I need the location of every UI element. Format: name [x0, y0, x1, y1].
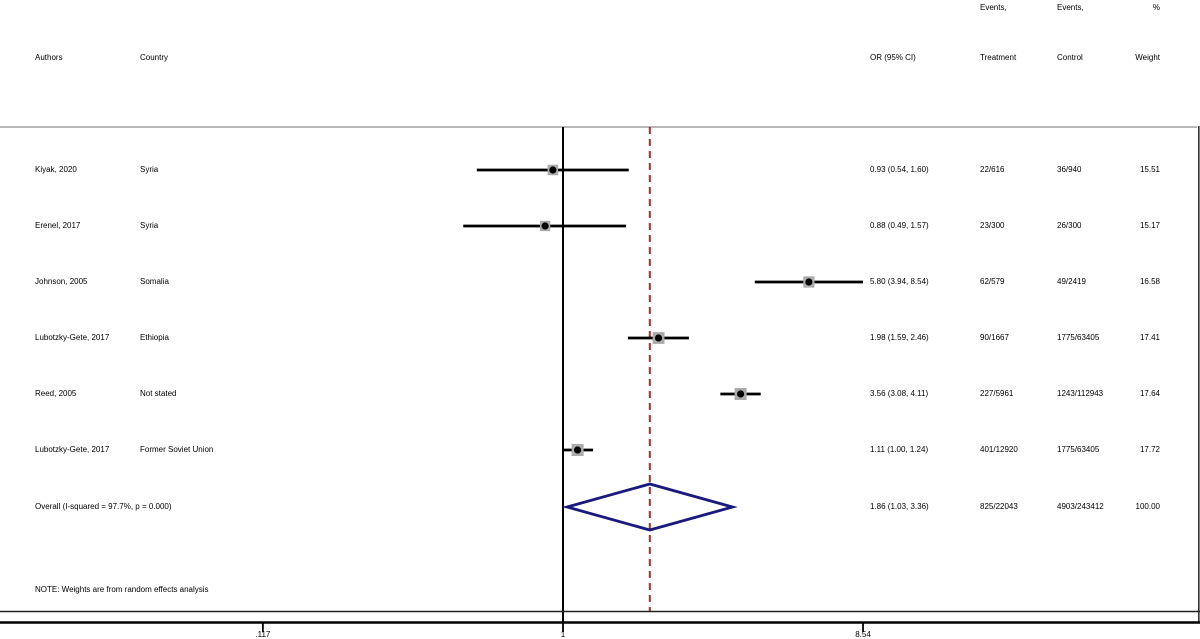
overall-events-control: 4903/243412 — [1057, 502, 1104, 511]
study-or-ci-value: 1.11 (1.00, 1.24) — [870, 445, 929, 454]
study-country-label: Former Soviet Union — [140, 445, 214, 454]
study-weight-value: 17.64 — [1139, 389, 1160, 398]
point-estimate-marker — [805, 278, 813, 286]
study-or-ci-value: 5.80 (3.94, 8.54) — [870, 277, 929, 286]
study-country-label: Syria — [140, 165, 159, 174]
header-treatment: Treatment — [980, 53, 1017, 62]
header-events-treatment-top: Events, — [980, 3, 1007, 12]
study-author-label: Reed, 2005 — [35, 389, 77, 398]
header-country: Country — [140, 53, 169, 62]
study-author-label: Kiyak, 2020 — [35, 165, 77, 174]
study-events-control-value: 49/2419 — [1057, 277, 1086, 286]
study-events-treatment-value: 401/12920 — [980, 445, 1018, 454]
point-estimate-marker — [654, 334, 663, 342]
header-percent: % — [1152, 3, 1160, 12]
study-weight-value: 17.72 — [1139, 445, 1160, 454]
study-author-label: Lubotzky-Gete, 2017 — [35, 333, 110, 342]
study-weight-value: 15.17 — [1139, 221, 1160, 230]
study-weight-value: 16.58 — [1139, 277, 1160, 286]
study-author-label: Erenel, 2017 — [35, 221, 81, 230]
header-authors: Authors — [35, 53, 63, 62]
x-axis-tick-label: 8.54 — [855, 630, 871, 639]
overall-or-ci-value: 1.86 (1.03, 3.36) — [870, 502, 929, 511]
study-events-control-value: 36/940 — [1057, 165, 1082, 174]
study-author-label: Johnson, 2005 — [35, 277, 88, 286]
study-weight-value: 17.41 — [1139, 333, 1160, 342]
header-weight: Weight — [1135, 53, 1160, 62]
study-country-label: Syria — [140, 221, 159, 230]
study-events-treatment-value: 227/5961 — [980, 389, 1014, 398]
x-axis-tick-label: .117 — [255, 630, 271, 639]
point-estimate-marker — [737, 390, 745, 398]
study-country-label: Somalia — [140, 277, 169, 286]
header-events-control-top: Events, — [1057, 3, 1084, 12]
point-estimate-marker — [573, 446, 582, 454]
study-country-label: Ethiopia — [140, 333, 169, 342]
study-weight-value: 15.51 — [1139, 165, 1160, 174]
study-author-label: Lubotzky-Gete, 2017 — [35, 445, 110, 454]
x-axis-tick-label: 1 — [561, 630, 566, 639]
header-or-ci: OR (95% CI) — [870, 53, 916, 62]
study-or-ci-value: 1.98 (1.59, 2.46) — [870, 333, 929, 342]
study-or-ci-value: 0.88 (0.49, 1.57) — [870, 221, 929, 230]
point-estimate-marker — [541, 222, 549, 230]
overall-weight-value: 100.00 — [1135, 502, 1160, 511]
point-estimate-marker — [549, 166, 557, 174]
study-events-treatment-value: 62/579 — [980, 277, 1005, 286]
random-effects-note: NOTE: Weights are from random effects an… — [35, 585, 209, 594]
study-events-treatment-value: 23/300 — [980, 221, 1005, 230]
study-or-ci-value: 3.56 (3.08, 4.11) — [870, 389, 929, 398]
overall-diamond — [561, 482, 738, 532]
study-events-control-value: 1775/63405 — [1057, 333, 1100, 342]
overall-label: Overall (I-squared = 97.7%, p = 0.000) — [35, 502, 172, 511]
study-country-label: Not stated — [140, 389, 177, 398]
header-control: Control — [1057, 53, 1083, 62]
study-or-ci-value: 0.93 (0.54, 1.60) — [870, 165, 929, 174]
study-events-control-value: 1243/112943 — [1057, 389, 1104, 398]
study-events-treatment-value: 90/1667 — [980, 333, 1009, 342]
study-events-control-value: 1775/63405 — [1057, 445, 1100, 454]
study-events-control-value: 26/300 — [1057, 221, 1082, 230]
study-events-treatment-value: 22/616 — [980, 165, 1005, 174]
overall-events-treatment: 825/22043 — [980, 502, 1018, 511]
